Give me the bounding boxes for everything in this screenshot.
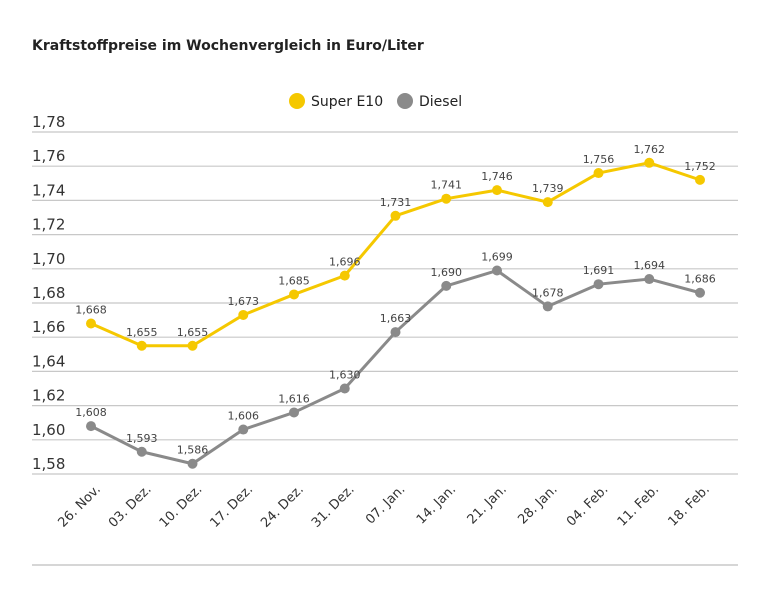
data-label: 1,678	[532, 286, 564, 299]
data-point	[542, 301, 553, 312]
y-tick-label: 1,76	[32, 147, 65, 165]
data-label: 1,691	[583, 264, 615, 277]
legend-label: Diesel	[419, 94, 462, 110]
x-tick-label: 04. Feb.	[564, 482, 611, 529]
y-tick-label: 1,66	[32, 318, 65, 336]
data-label: 1,663	[380, 312, 412, 325]
data-point	[644, 157, 655, 168]
y-tick-label: 1,60	[32, 421, 65, 439]
data-point	[86, 318, 96, 329]
y-tick-label: 1,68	[32, 284, 65, 302]
data-point	[339, 383, 350, 394]
data-point	[289, 289, 299, 300]
y-tick-label: 1,78	[32, 113, 65, 131]
legend-marker	[397, 93, 413, 109]
data-label: 1,696	[329, 256, 361, 269]
data-label: 1,686	[684, 273, 716, 286]
data-point	[542, 197, 553, 208]
data-point	[441, 193, 452, 204]
x-tick-label: 10. Dez.	[157, 482, 206, 531]
x-tick-label: 14. Jan.	[414, 482, 459, 527]
x-tick-label: 24. Dez.	[258, 482, 307, 531]
data-point	[86, 421, 96, 432]
data-point	[238, 309, 249, 320]
legend-marker	[289, 93, 305, 109]
x-tick-label: 07. Jan.	[363, 482, 408, 527]
y-tick-label: 1,70	[32, 250, 65, 268]
x-tick-label: 18. Feb.	[665, 482, 712, 529]
data-point	[136, 340, 147, 351]
data-label: 1,586	[177, 444, 209, 457]
data-label: 1,694	[634, 259, 666, 272]
data-point	[390, 327, 401, 338]
y-tick-label: 1,74	[32, 181, 65, 199]
data-point	[593, 279, 604, 290]
data-point	[390, 210, 401, 221]
data-point	[695, 174, 705, 185]
x-tick-label: 03. Dez.	[106, 482, 155, 531]
y-tick-label: 1,72	[32, 216, 65, 234]
data-label: 1,752	[684, 160, 716, 173]
x-tick-label: 21. Jan.	[465, 482, 510, 527]
data-label: 1,655	[126, 326, 158, 339]
data-point	[441, 280, 452, 291]
data-point	[136, 446, 147, 457]
data-label: 1,616	[278, 392, 310, 405]
x-tick-label: 28. Jan.	[515, 482, 560, 527]
data-label: 1,673	[228, 295, 260, 308]
data-label: 1,608	[75, 406, 107, 419]
y-tick-label: 1,64	[32, 352, 65, 370]
data-label: 1,685	[278, 274, 310, 287]
data-point	[289, 407, 299, 418]
data-label: 1,731	[380, 196, 412, 209]
data-label: 1,699	[481, 251, 513, 264]
data-point	[187, 458, 198, 469]
data-label: 1,746	[481, 170, 513, 183]
data-label: 1,690	[431, 266, 463, 279]
chart-title: Kraftstoffpreise im Wochenvergleich in E…	[32, 38, 424, 54]
data-point	[187, 340, 198, 351]
data-label: 1,741	[431, 179, 463, 192]
legend-label: Super E10	[311, 94, 383, 110]
data-point	[644, 274, 655, 285]
series-line-1	[90, 269, 701, 466]
x-tick-label: 17. Dez.	[207, 482, 256, 531]
data-label: 1,606	[228, 410, 260, 423]
y-tick-label: 1,62	[32, 387, 65, 405]
data-point	[492, 185, 502, 196]
data-point	[339, 270, 350, 281]
data-point	[593, 168, 604, 179]
data-label: 1,762	[634, 143, 666, 156]
x-tick-label: 31. Dez.	[309, 482, 358, 531]
y-tick-label: 1,58	[32, 455, 65, 473]
data-label: 1,655	[177, 326, 209, 339]
data-label: 1,756	[583, 153, 615, 166]
data-label: 1,668	[75, 304, 107, 317]
data-label: 1,739	[532, 182, 564, 195]
x-tick-label: 26. Nov.	[56, 482, 104, 530]
x-tick-label: 11. Feb.	[615, 482, 662, 529]
data-label: 1,630	[329, 369, 361, 382]
data-point	[238, 424, 249, 435]
data-point	[695, 287, 705, 298]
data-label: 1,593	[126, 432, 158, 445]
data-point	[492, 265, 502, 276]
